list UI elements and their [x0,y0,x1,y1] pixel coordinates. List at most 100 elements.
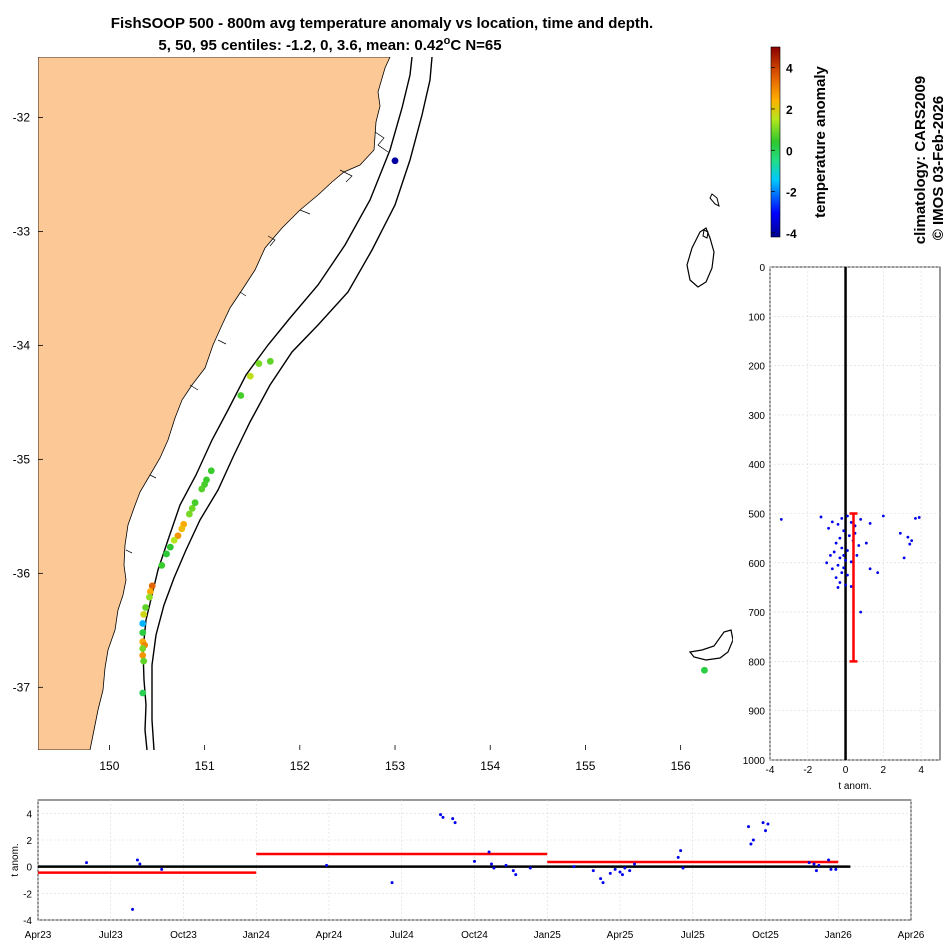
depth-profile-ytick-label: 900 [748,707,765,718]
time-series-point [764,829,767,833]
time-series-ytick-label: 0 [26,863,32,874]
depth-profile-ytick-label: 700 [748,608,765,619]
depth-profile-ytick-label: 0 [759,263,765,274]
map-point [142,604,149,611]
depth-profile-point [830,520,834,524]
map-point [174,532,182,540]
depth-profile-point [779,518,783,521]
depth-profile-point [842,554,846,557]
islet-b [702,229,709,239]
time-series-xtick-label: Jul23 [99,930,123,941]
depth-profile-point [846,573,849,577]
time-series-ytick-label: -2 [23,889,32,900]
time-series-point [613,867,617,871]
time-series-point [747,825,751,829]
map-point [207,467,215,475]
time-series-point [504,863,508,867]
time-series-point [633,862,637,866]
map-point [140,657,148,665]
chart-title-line2: 5, 50, 95 centiles: -1.2, 0, 3.6, mean: … [158,35,501,54]
time-series-xtick-label: Apr23 [25,930,52,941]
map-point [146,588,154,595]
depth-profile-point [829,554,832,557]
depth-profile-point [844,558,847,562]
island-south [688,629,733,661]
map-point [158,561,166,569]
time-series-point [812,862,816,866]
depth-profile-point [906,535,910,539]
map-point [139,645,147,652]
map-axis-ticks: 150 151 152 153 154 155 156 -32 -33 -34 -35 -36 -37 [13,110,691,773]
depth-profile-ytick-label: 600 [748,559,765,570]
map-ytick-label: -37 [13,680,31,694]
time-series-marks [38,813,851,911]
map-point [139,651,147,659]
time-series-point [628,869,632,873]
time-series-ylabel: t anom. [10,843,21,876]
depth-profile-point [868,521,872,525]
colorbar-tick-label: 2 [786,103,793,117]
time-series-point [487,850,491,854]
islet-a [709,193,720,207]
climatology-note: climatology: CARS2009 [912,76,929,244]
depth-profile-point [834,576,838,579]
map-point [163,550,170,558]
time-series-xtick-label: Apr25 [607,930,634,941]
depth-profile-ticks: -4 -2 0 2 4 0 100 200 300 400 500 600 700 800 900 1000 [743,263,925,776]
depth-profile-point [840,571,844,575]
time-series-point [390,881,394,885]
depth-profile-panel: -4 -2 0 2 401002003004005006007008009001000 … [743,263,941,792]
depth-profile-point [838,581,842,584]
depth-profile-point [840,517,844,520]
depth-profile-ytick-label: 400 [748,460,765,471]
copyright-note: © IMOS 03-Feb-2026 [930,96,947,240]
time-series-xtick-label: Jan26 [825,930,853,941]
map-point [170,536,178,544]
time-series-point [591,869,595,873]
depth-profile-point [849,585,853,588]
map-point [139,689,147,697]
map-xtick-label: 156 [671,759,691,773]
time-series-ytick-label: 4 [26,809,32,820]
depth-profile-point [914,517,917,520]
map-point [266,357,274,365]
map-points [139,157,708,697]
map-point [145,593,153,601]
time-series-xtick-label: Jan25 [534,930,562,941]
time-series-point [131,907,135,911]
colorbar-tick-label: 0 [786,144,793,158]
time-series-point [528,866,532,870]
time-series-point [160,867,164,871]
time-series-point [572,865,576,869]
time-series-point [135,858,139,862]
depth-profile-xtick-label: 0 [843,765,849,776]
depth-profile-point [910,539,914,543]
map-point [191,499,199,507]
time-series-point [829,867,833,871]
depth-profile-xtick-label: -4 [766,765,775,776]
time-series-point [439,813,443,817]
time-series-ytick-label: -4 [23,916,32,927]
time-series-point [751,838,755,842]
map-point [178,525,186,533]
time-series-point [761,821,765,825]
map-point [198,485,206,493]
colorbar-tick-label: 4 [786,62,793,76]
depth-profile-point [859,518,863,521]
time-series-point [834,867,838,871]
depth-profile-xtick-label: -2 [803,765,812,776]
map-ytick-label: -36 [13,566,31,580]
time-series-point [441,815,445,819]
time-series-point [601,881,605,885]
title-degree-sign: o [444,35,451,47]
colorbar-tick-label: -2 [786,186,797,200]
map-point [148,582,156,590]
map-ytick-label: -35 [13,452,31,466]
map-xtick-label: 153 [385,759,405,773]
depth-profile-point [832,550,836,554]
time-series-point [608,871,612,875]
map-panel: 150 151 152 153 154 155 156 -32 -33 -34 -35 -36 -37 [13,57,733,773]
depth-profile-point [825,561,829,565]
depth-profile-point [836,586,840,589]
time-series-point [599,877,603,881]
